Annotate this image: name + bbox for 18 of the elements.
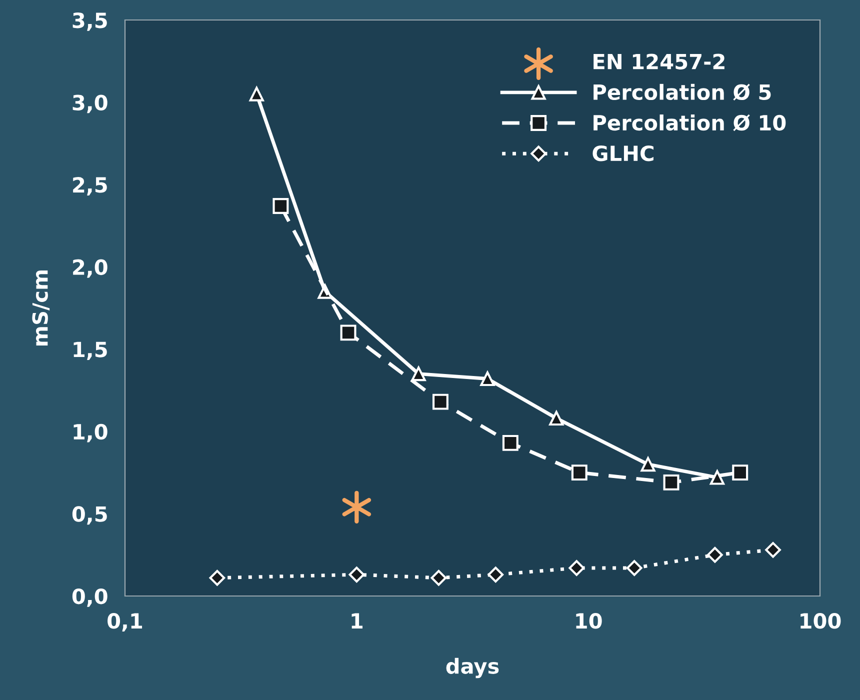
- legend-label: GLHC: [592, 145, 654, 162]
- legend-label: EN 12457-2: [594, 54, 724, 70]
- legend-label: Percolation Ø 10: [594, 114, 786, 132]
- y-tick-label: 1,5: [74, 342, 107, 360]
- x-tick-label: 0,1: [108, 613, 142, 632]
- y-tick-label: 1,0: [74, 424, 108, 442]
- x-tick-label: 1: [352, 613, 362, 628]
- y-tick-label: 0,0: [72, 588, 108, 607]
- y-axis-title: mS/cm: [32, 270, 50, 346]
- y-tick-label: 2,0: [73, 259, 108, 278]
- x-tick-label: 100: [800, 613, 841, 629]
- y-tick-label: 3,0: [72, 94, 108, 114]
- x-tick-label: 10: [576, 613, 602, 629]
- legend-label: Percolation Ø 5: [594, 84, 771, 100]
- y-tick-label: 0,5: [72, 506, 107, 525]
- y-tick-label: 2,5: [73, 177, 107, 196]
- x-axis-title: days: [446, 658, 499, 678]
- y-tick-label: 3,5: [72, 12, 107, 31]
